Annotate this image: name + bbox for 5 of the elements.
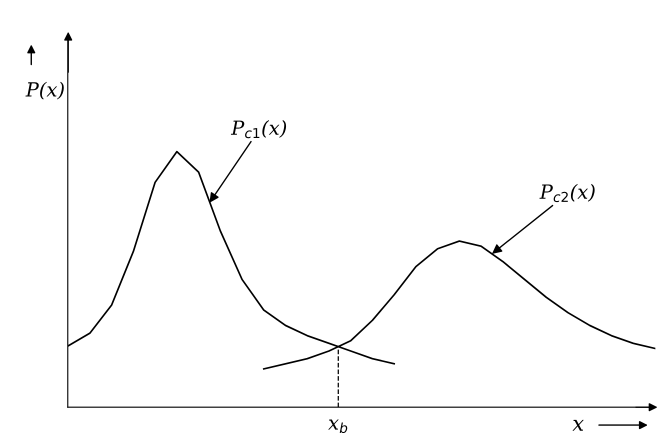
annotation: P$_{c2}$(x) (539, 184, 595, 202)
text: P$_{c1}$(x) (230, 120, 286, 138)
text: x$_{b}$ (328, 420, 348, 434)
y-axis-title: P(x) (25, 82, 64, 100)
x-axis-title: x (572, 420, 584, 431)
